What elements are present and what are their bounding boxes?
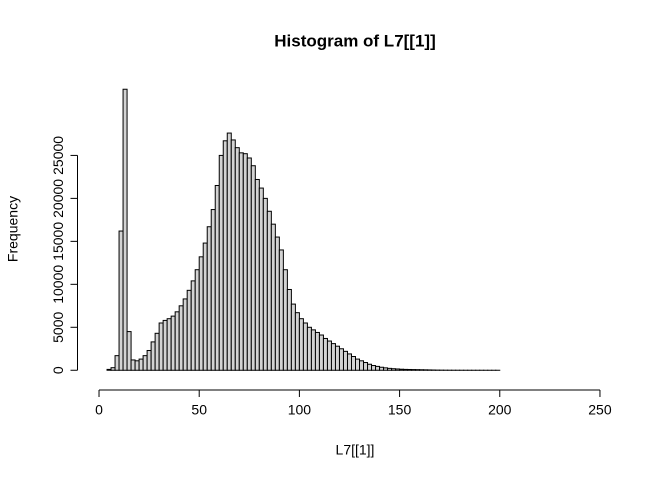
x-tick-label: 200 (488, 402, 512, 418)
bar (186, 289, 192, 371)
bar (194, 269, 200, 371)
bar (326, 340, 332, 371)
bar (210, 209, 216, 371)
bar (330, 343, 336, 371)
bar (399, 368, 405, 371)
bar (367, 363, 373, 371)
bar (126, 331, 132, 371)
bar (230, 139, 236, 371)
bar (314, 331, 320, 371)
bar (278, 249, 284, 371)
bar (363, 362, 369, 371)
bar (146, 349, 152, 371)
y-tick-label: 5000 (50, 312, 66, 343)
bar (190, 280, 196, 371)
bar (262, 197, 268, 371)
x-axis-label: L7[[1]] (336, 442, 375, 458)
bar (322, 337, 328, 371)
bar (122, 88, 128, 371)
bar (118, 230, 124, 371)
bar (298, 318, 304, 371)
bar (395, 368, 401, 371)
bar (246, 157, 252, 371)
bar (238, 152, 244, 371)
bar (226, 132, 232, 371)
bar (242, 153, 248, 371)
chart-title: Histogram of L7[[1]] (274, 31, 436, 50)
bar (350, 356, 356, 371)
bar (142, 355, 148, 371)
bar (375, 365, 381, 371)
bar (318, 334, 324, 371)
bar (407, 368, 413, 371)
bar (387, 367, 393, 371)
y-tick-label: 10000 (50, 265, 66, 304)
bar (415, 369, 421, 371)
x-tick-label: 250 (588, 402, 612, 418)
bar (290, 303, 296, 371)
bar (178, 305, 184, 371)
bar (150, 341, 156, 371)
bar (110, 367, 116, 371)
bar (342, 350, 348, 371)
bar (266, 210, 272, 371)
bar (403, 368, 409, 371)
bar (206, 226, 212, 371)
bar (310, 329, 316, 371)
bar (182, 298, 188, 371)
bar (419, 369, 425, 371)
bar (334, 345, 340, 371)
bar (114, 355, 120, 371)
bar (379, 366, 385, 371)
bar (306, 326, 312, 371)
y-tick-label: 25000 (50, 136, 66, 175)
bar (130, 359, 136, 371)
bar (286, 288, 292, 371)
bar (162, 319, 168, 371)
bar (282, 269, 288, 371)
bar (202, 242, 208, 371)
bar (383, 367, 389, 371)
bar (198, 256, 204, 371)
bar (134, 360, 140, 371)
bar (214, 184, 220, 371)
bar (302, 322, 308, 371)
bar (274, 236, 280, 371)
bar (338, 348, 344, 371)
y-tick-label: 15000 (50, 222, 66, 261)
bar (234, 147, 240, 371)
bar (166, 318, 172, 371)
bar (258, 187, 264, 371)
bar (170, 315, 176, 371)
y-axis-label: Frequency (5, 196, 21, 262)
bar (222, 140, 228, 371)
bar (250, 165, 256, 371)
bar (371, 365, 377, 371)
bar (138, 358, 144, 371)
bar (154, 332, 160, 371)
bar (346, 353, 352, 371)
bar (218, 154, 224, 371)
bar (411, 369, 417, 371)
bar (391, 368, 397, 371)
x-tick-label: 100 (288, 402, 312, 418)
bar (270, 223, 276, 371)
y-tick-label: 20000 (50, 179, 66, 218)
bar (174, 311, 180, 371)
bar (106, 368, 112, 371)
x-tick-label: 0 (95, 402, 103, 418)
bar (359, 360, 365, 371)
x-tick-label: 150 (388, 402, 412, 418)
y-tick-label: 0 (50, 366, 66, 374)
bar (355, 358, 361, 371)
bar (294, 312, 300, 371)
bar (158, 322, 164, 371)
x-tick-label: 50 (191, 402, 207, 418)
bar (254, 178, 260, 371)
